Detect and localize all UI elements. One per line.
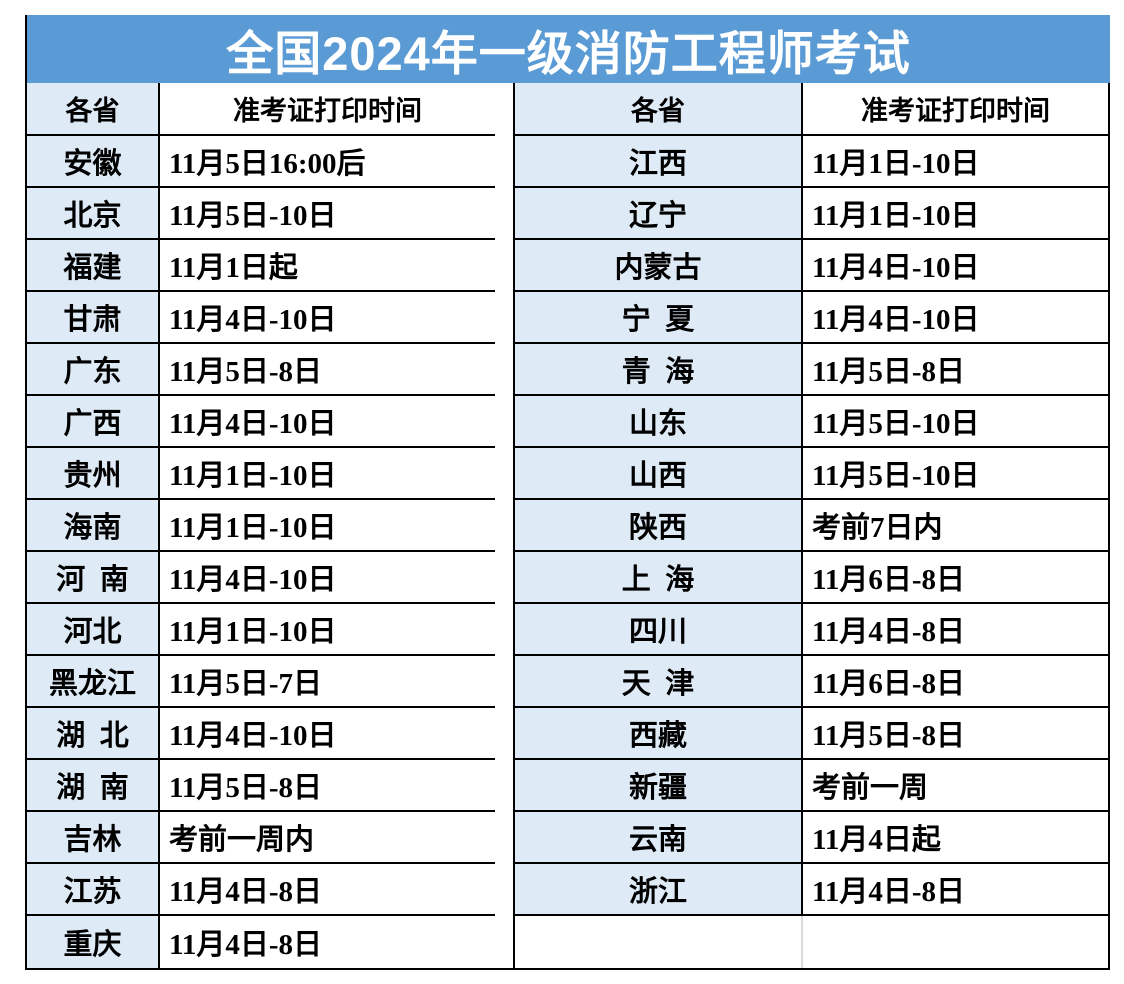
print-time-cell: 11月1日起 [160,240,495,292]
print-time-cell: 考前一周内 [160,812,495,864]
exam-title: 全国2024年一级消防工程师考试 [25,15,1110,83]
province-cell: 海南 [27,500,160,552]
column-spacer [495,292,513,344]
province-cell: 山东 [513,396,803,448]
province-cell: 江西 [513,136,803,188]
column-spacer [495,500,513,552]
print-time-cell: 11月5日-8日 [803,344,1108,396]
column-header-province-right: 各省 [513,83,803,136]
province-cell: 上 海 [513,552,803,604]
province-cell: 江苏 [27,864,160,916]
exam-schedule-sheet: 全国2024年一级消防工程师考试 各省 准考证打印时间 各省 准考证打印时间 安… [25,15,1110,970]
province-cell: 青 海 [513,344,803,396]
print-time-cell: 11月4日-8日 [160,864,495,916]
column-spacer [495,344,513,396]
province-cell: 陕西 [513,500,803,552]
province-cell: 河 南 [27,552,160,604]
province-cell: 湖 南 [27,760,160,812]
column-spacer [495,448,513,500]
province-cell: 安徽 [27,136,160,188]
print-time-cell: 11月1日-10日 [160,448,495,500]
print-time-cell [803,916,1108,968]
print-time-cell: 11月4日-10日 [160,292,495,344]
print-time-cell: 11月1日-10日 [803,188,1108,240]
column-spacer [495,916,513,968]
province-cell: 湖 北 [27,708,160,760]
exam-schedule-table: 各省 准考证打印时间 各省 准考证打印时间 安徽 11月5日16:00后 江西 11月… [25,83,1110,970]
province-cell: 内蒙古 [513,240,803,292]
column-spacer [495,760,513,812]
province-cell: 新疆 [513,760,803,812]
column-header-print-time-left: 准考证打印时间 [160,83,495,136]
column-spacer [495,136,513,188]
province-cell: 黑龙江 [27,656,160,708]
print-time-cell: 11月6日-8日 [803,656,1108,708]
print-time-cell: 考前一周 [803,760,1108,812]
print-time-cell: 11月5日-8日 [803,708,1108,760]
print-time-cell: 11月4日-8日 [803,604,1108,656]
column-header-province-left: 各省 [27,83,160,136]
province-cell: 广东 [27,344,160,396]
province-cell: 宁 夏 [513,292,803,344]
print-time-cell: 11月1日-10日 [803,136,1108,188]
print-time-cell: 11月6日-8日 [803,552,1108,604]
print-time-cell: 11月4日-8日 [803,864,1108,916]
print-time-cell: 11月4日-8日 [160,916,495,968]
print-time-cell: 11月5日-10日 [160,188,495,240]
province-cell: 吉林 [27,812,160,864]
province-cell: 四川 [513,604,803,656]
column-spacer [495,188,513,240]
print-time-cell: 11月4日-10日 [803,292,1108,344]
column-spacer [495,552,513,604]
province-cell: 云南 [513,812,803,864]
column-spacer [495,83,513,136]
province-cell: 辽宁 [513,188,803,240]
province-cell: 甘肃 [27,292,160,344]
province-cell: 西藏 [513,708,803,760]
column-spacer [495,656,513,708]
print-time-cell: 11月1日-10日 [160,500,495,552]
print-time-cell: 11月5日-10日 [803,448,1108,500]
province-cell: 北京 [27,188,160,240]
print-time-cell: 11月1日-10日 [160,604,495,656]
column-spacer [495,812,513,864]
province-cell: 贵州 [27,448,160,500]
province-cell: 福建 [27,240,160,292]
print-time-cell: 11月5日-8日 [160,344,495,396]
print-time-cell: 11月5日-8日 [160,760,495,812]
province-cell: 重庆 [27,916,160,968]
province-cell: 山西 [513,448,803,500]
column-spacer [495,864,513,916]
province-cell [513,916,803,968]
print-time-cell: 考前7日内 [803,500,1108,552]
province-cell: 天 津 [513,656,803,708]
print-time-cell: 11月5日16:00后 [160,136,495,188]
province-cell: 河北 [27,604,160,656]
column-spacer [495,708,513,760]
province-cell: 浙江 [513,864,803,916]
column-spacer [495,396,513,448]
print-time-cell: 11月5日-10日 [803,396,1108,448]
province-cell: 广西 [27,396,160,448]
print-time-cell: 11月5日-7日 [160,656,495,708]
column-header-print-time-right: 准考证打印时间 [803,83,1108,136]
print-time-cell: 11月4日-10日 [803,240,1108,292]
print-time-cell: 11月4日-10日 [160,708,495,760]
column-spacer [495,240,513,292]
print-time-cell: 11月4日-10日 [160,396,495,448]
print-time-cell: 11月4日-10日 [160,552,495,604]
print-time-cell: 11月4日起 [803,812,1108,864]
column-spacer [495,604,513,656]
